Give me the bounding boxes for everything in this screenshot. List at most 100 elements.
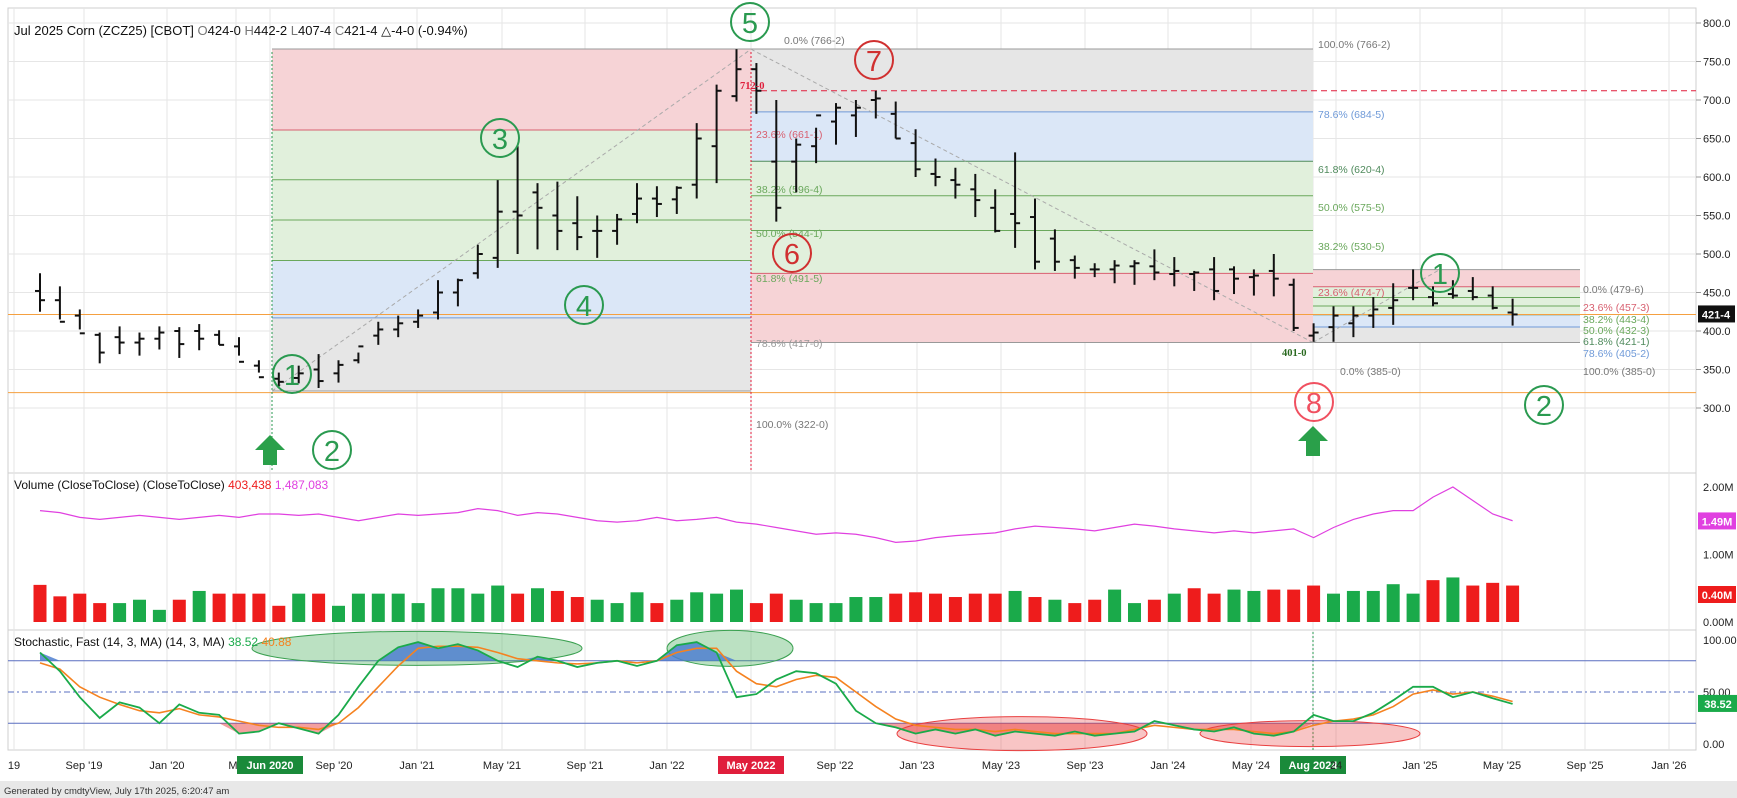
volume-bar bbox=[1088, 599, 1102, 622]
fib-label: 100.0% (322-0) bbox=[756, 419, 828, 431]
ohlc-bar bbox=[253, 360, 264, 379]
volume-bar bbox=[1486, 582, 1500, 622]
ohlc-bar bbox=[1010, 152, 1021, 248]
x-axis-label: Sep '23 bbox=[1067, 760, 1104, 772]
wave-circle bbox=[772, 233, 812, 273]
wave-circle bbox=[730, 2, 770, 42]
volume-bar bbox=[292, 593, 306, 622]
price-tick-label: 450.0 bbox=[1703, 288, 1731, 300]
volume-bar bbox=[431, 588, 445, 622]
ohlc-bar bbox=[94, 332, 105, 364]
ohlc-bar bbox=[433, 280, 443, 320]
volume-bar bbox=[1366, 590, 1380, 622]
price-tick-label: 700.0 bbox=[1703, 95, 1731, 107]
x-axis-label: May '23 bbox=[982, 760, 1020, 772]
fib-label: 61.8% (421-1) bbox=[1583, 336, 1650, 348]
volume-bar bbox=[1028, 597, 1042, 622]
ohlc-bar bbox=[154, 326, 165, 350]
footer-text: Generated by cmdtyView, July 17th 2025, … bbox=[4, 786, 229, 797]
volume-bar bbox=[33, 584, 47, 622]
wave-marker: 4 bbox=[564, 285, 604, 325]
stoch-tick-label: 0.00 bbox=[1703, 739, 1724, 751]
wave-number: 8 bbox=[1306, 388, 1322, 420]
volume-bar bbox=[192, 590, 206, 622]
ohlc-bar bbox=[592, 215, 603, 258]
ohlc-bar bbox=[313, 354, 324, 388]
stoch-last-label: 38.52 bbox=[1704, 699, 1732, 711]
x-axis-label: May '25 bbox=[1483, 760, 1521, 772]
wave-number: 1 bbox=[284, 360, 300, 392]
ohlc-bar bbox=[691, 123, 702, 199]
volume-bar bbox=[491, 585, 505, 622]
fib-zone-red bbox=[751, 273, 1313, 343]
ohlc-bar bbox=[671, 186, 682, 214]
volume-bar bbox=[1147, 599, 1161, 622]
volume-bar bbox=[1068, 603, 1082, 622]
ohlc-bar bbox=[1069, 255, 1080, 279]
price-tick-label: 800.0 bbox=[1703, 18, 1731, 30]
x-axis-label: May 2022 bbox=[727, 760, 776, 772]
fib-zone-gray bbox=[751, 48, 1313, 112]
ohlc-bar bbox=[1467, 277, 1478, 301]
wave-marker: 2 bbox=[312, 430, 352, 470]
fib-zone-gray bbox=[1313, 326, 1580, 343]
stochastic-lines bbox=[8, 629, 1696, 752]
ohlc-bar bbox=[1268, 254, 1279, 297]
ohlc-bar bbox=[850, 100, 861, 137]
fib-label: 78.6% (417-0) bbox=[756, 338, 823, 350]
volume-bar bbox=[152, 609, 166, 622]
volume-bar bbox=[948, 597, 962, 622]
ohlc-bar bbox=[1487, 286, 1498, 310]
volume-bar bbox=[531, 588, 544, 622]
fib-label: 61.8% (491-5) bbox=[756, 273, 823, 285]
ohlc-bar bbox=[890, 101, 901, 140]
volume-bar bbox=[1048, 599, 1062, 622]
volume-title: Volume (CloseToClose) (CloseToClose) 403… bbox=[14, 478, 329, 492]
volume-bar bbox=[1446, 577, 1460, 622]
volume-tick-label: 0.00M bbox=[1703, 617, 1734, 629]
trend-line bbox=[750, 48, 1314, 343]
volume-bar bbox=[451, 588, 465, 622]
volume-bar bbox=[670, 599, 684, 622]
volume-bar bbox=[550, 590, 564, 622]
ohlc-bar bbox=[393, 315, 404, 338]
ohlc-bar bbox=[751, 63, 762, 114]
volume-bar bbox=[710, 593, 724, 622]
footer-bar bbox=[0, 781, 1737, 798]
ohlc-bar bbox=[452, 278, 463, 307]
ohlc-bar bbox=[234, 337, 244, 363]
axes: 800.0750.0700.0650.0600.0550.0500.0450.0… bbox=[8, 18, 1737, 774]
wave-number: 2 bbox=[1536, 391, 1552, 423]
ohlc-bar bbox=[791, 138, 802, 193]
x-axis-label: Jan '20 bbox=[149, 760, 184, 772]
volume-bar bbox=[1227, 589, 1241, 622]
stoch-k-line bbox=[39, 641, 1513, 737]
x-axis-label: Jan '21 bbox=[399, 760, 434, 772]
ohlc-bar bbox=[532, 183, 543, 250]
ohlc-bar bbox=[1129, 260, 1140, 285]
volume-bar bbox=[1287, 589, 1301, 622]
volume-bars bbox=[33, 486, 1520, 622]
ohlc-bar bbox=[1308, 323, 1319, 342]
volume-bar bbox=[351, 593, 365, 622]
fib-label: 38.2% (596-4) bbox=[756, 184, 823, 196]
wave-number: 2 bbox=[324, 436, 340, 468]
volume-bar bbox=[1406, 593, 1420, 622]
x-axis-label: Jun 2020 bbox=[246, 760, 293, 772]
ohlc-bar bbox=[870, 90, 881, 119]
buy-arrow-icon bbox=[1298, 426, 1328, 456]
ohlc-bar bbox=[1109, 260, 1120, 284]
last-price-label: 421-4 bbox=[1702, 309, 1731, 321]
ohlc-bar bbox=[970, 173, 981, 218]
fib-label: 23.6% (474-7) bbox=[1318, 287, 1385, 299]
volume-bar bbox=[1466, 585, 1480, 622]
price-tick-label: 500.0 bbox=[1703, 249, 1731, 261]
volume-bar bbox=[849, 597, 863, 622]
x-axis-label: Sep '22 bbox=[817, 760, 854, 772]
wave-marker: 3 bbox=[480, 118, 520, 158]
x-axis-label: 19 bbox=[8, 760, 20, 772]
wave-marker: 2 bbox=[1524, 385, 1564, 425]
ohlc-bar bbox=[1248, 269, 1259, 296]
price-tick-label: 750.0 bbox=[1703, 57, 1731, 69]
